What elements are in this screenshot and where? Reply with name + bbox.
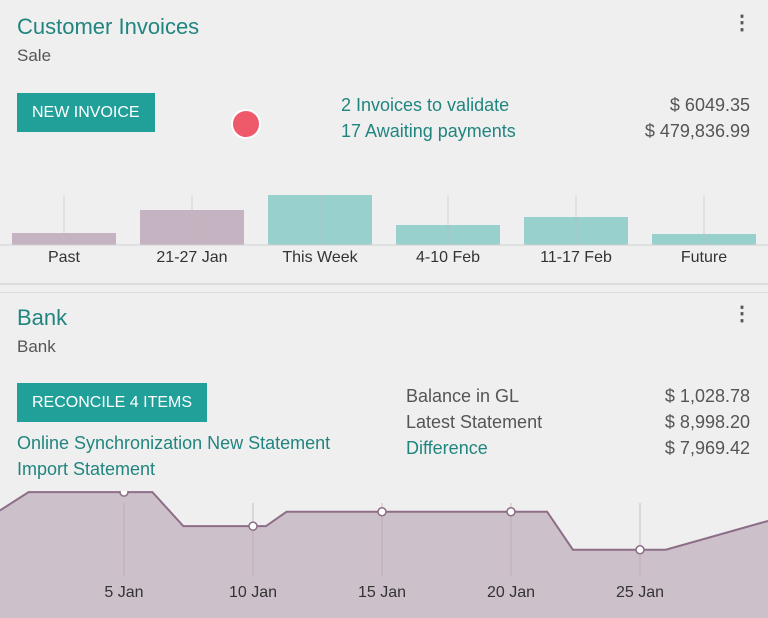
balance-gl-amount: $ 1,028.78 xyxy=(664,386,750,406)
data-point xyxy=(506,507,516,517)
data-point xyxy=(248,521,258,531)
card-title[interactable]: Customer Invoices xyxy=(17,14,200,39)
latest-statement-label: Latest Statement xyxy=(406,412,543,432)
balance-gl-label: Balance in GL xyxy=(406,386,520,406)
new-invoice-button[interactable]: NEW INVOICE xyxy=(17,93,155,132)
difference-link[interactable]: Difference xyxy=(406,438,488,458)
reconcile-button[interactable]: RECONCILE 4 ITEMS xyxy=(17,383,208,422)
x-tick-label: 20 Jan xyxy=(487,584,535,601)
x-tick-label: 25 Jan xyxy=(616,584,664,601)
x-tick-label: 5 Jan xyxy=(104,584,143,601)
invoices-to-validate-link[interactable]: 2 Invoices to validate xyxy=(341,95,510,115)
customer-invoices-card: Customer Invoices Sale ⋮ NEW INVOICE 2 I… xyxy=(0,0,768,285)
balance-line xyxy=(0,491,768,551)
x-tick-label: 10 Jan xyxy=(229,584,277,601)
difference-amount: $ 7,969.42 xyxy=(664,438,750,458)
card-title[interactable]: Bank xyxy=(17,305,68,330)
x-tick-label: Future xyxy=(681,249,727,266)
x-tick-label: This Week xyxy=(282,249,358,266)
data-point xyxy=(119,491,129,497)
data-point xyxy=(377,507,387,517)
x-tick-label: 15 Jan xyxy=(358,584,406,601)
invoice-bar-chart: Past 21-27 Jan This Week 4-10 Feb 11-17 Feb F… xyxy=(0,195,768,266)
kebab-menu-icon[interactable]: ⋮ xyxy=(732,303,752,325)
bank-card: Bank Bank ⋮ RECONCILE 4 ITEMS Online Syn… xyxy=(0,292,768,618)
kebab-menu-icon[interactable]: ⋮ xyxy=(732,12,752,34)
x-tick-label: Past xyxy=(48,249,81,266)
import-statement-link[interactable]: Import Statement xyxy=(17,459,156,479)
latest-statement-amount: $ 8,998.20 xyxy=(664,412,750,432)
bank-balance-chart: 5 Jan 10 Jan 15 Jan 20 Jan 25 Jan xyxy=(0,491,768,618)
awaiting-payments-link[interactable]: 17 Awaiting payments xyxy=(341,121,516,141)
invoices-to-validate-amount: $ 6049.35 xyxy=(669,95,750,115)
area-fill xyxy=(0,492,768,618)
x-tick-label: 11-17 Feb xyxy=(540,249,612,266)
card-subtitle: Bank xyxy=(17,337,56,356)
awaiting-payments-amount: $ 479,836.99 xyxy=(644,121,750,141)
cursor-indicator xyxy=(231,109,261,139)
card-subtitle: Sale xyxy=(17,46,52,65)
x-tick-label: 4-10 Feb xyxy=(416,249,480,266)
x-tick-label: 21-27 Jan xyxy=(156,249,227,266)
data-point xyxy=(635,544,645,555)
online-sync-link[interactable]: Online Synchronization New Statement xyxy=(17,433,331,453)
